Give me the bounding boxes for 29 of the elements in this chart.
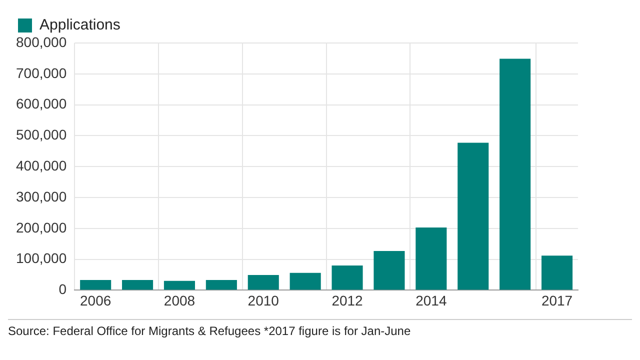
x-tick-label: 2014: [416, 292, 447, 308]
x-tick-label: 2010: [248, 292, 280, 308]
y-tick-label: 0: [58, 281, 67, 298]
bar: [248, 275, 279, 290]
source-note: Source: Federal Office for Migrants & Refugees *2017 figure is for Jan-June: [8, 319, 632, 338]
bar: [416, 227, 447, 290]
bar: [332, 265, 363, 290]
x-tick-label: 2006: [80, 292, 112, 308]
y-tick-label: 200,000: [16, 219, 67, 236]
y-tick-label: 400,000: [16, 157, 67, 174]
y-tick-label: 100,000: [16, 250, 67, 266]
bar: [374, 250, 405, 290]
y-tick-label: 800,000: [16, 34, 67, 50]
bar: [122, 280, 154, 290]
x-tick-label: 2017: [541, 292, 573, 308]
bar: [80, 280, 112, 290]
bar: [500, 58, 531, 290]
x-tick-label: 2012: [332, 292, 364, 308]
x-tick-label: 2008: [164, 292, 196, 308]
bar: [458, 142, 489, 290]
bar: [206, 280, 237, 290]
y-tick-label: 300,000: [16, 188, 67, 204]
y-tick-label: 500,000: [16, 126, 67, 143]
bar: [164, 280, 195, 290]
bar: [542, 256, 573, 290]
bar: [290, 272, 321, 290]
legend-label: Applications: [40, 16, 120, 34]
y-tick-label: 600,000: [16, 96, 67, 112]
y-tick-label: 700,000: [16, 64, 67, 81]
